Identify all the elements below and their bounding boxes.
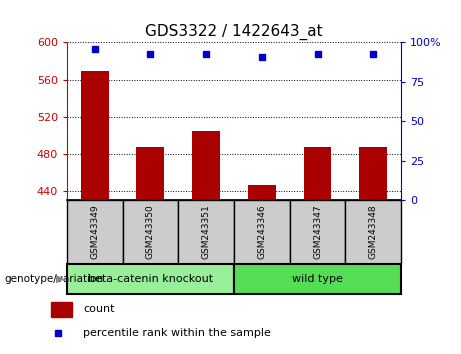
Text: genotype/variation: genotype/variation — [5, 274, 104, 284]
Bar — [345, 200, 401, 264]
Bar — [136, 147, 164, 200]
Text: GSM243350: GSM243350 — [146, 205, 155, 259]
Text: wild type: wild type — [292, 274, 343, 284]
Text: GSM243347: GSM243347 — [313, 205, 322, 259]
Text: GSM243346: GSM243346 — [257, 205, 266, 259]
Bar — [51, 302, 72, 317]
Bar — [123, 200, 178, 264]
Bar — [304, 147, 331, 200]
Bar — [67, 200, 123, 264]
Bar — [192, 131, 220, 200]
Bar — [359, 147, 387, 200]
Bar — [81, 71, 109, 200]
Text: ▶: ▶ — [56, 274, 64, 284]
Bar — [234, 200, 290, 264]
Title: GDS3322 / 1422643_at: GDS3322 / 1422643_at — [145, 23, 323, 40]
Bar — [234, 264, 401, 294]
Bar — [178, 200, 234, 264]
Bar — [67, 264, 234, 294]
Text: beta-catenin knockout: beta-catenin knockout — [88, 274, 213, 284]
Bar — [290, 200, 345, 264]
Text: count: count — [83, 304, 115, 314]
Text: GSM243348: GSM243348 — [369, 205, 378, 259]
Text: percentile rank within the sample: percentile rank within the sample — [83, 328, 271, 338]
Bar — [248, 185, 276, 200]
Text: GSM243349: GSM243349 — [90, 205, 99, 259]
Text: GSM243351: GSM243351 — [201, 205, 211, 259]
